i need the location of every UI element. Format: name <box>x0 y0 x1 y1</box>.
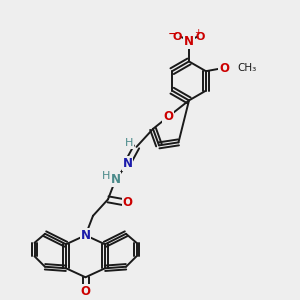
Text: H: H <box>125 138 133 148</box>
Text: N: N <box>122 157 133 170</box>
Text: −: − <box>167 28 178 41</box>
Text: O: O <box>163 110 173 123</box>
Text: O: O <box>219 62 229 75</box>
Text: O: O <box>122 196 133 209</box>
Text: O: O <box>173 32 182 42</box>
Text: O: O <box>80 285 91 298</box>
Text: N: N <box>110 173 121 186</box>
Text: O: O <box>196 32 205 42</box>
Text: CH₃: CH₃ <box>237 63 256 73</box>
Text: H: H <box>102 171 111 181</box>
Text: N: N <box>184 34 194 48</box>
Text: N: N <box>80 229 91 242</box>
Text: +: + <box>194 28 201 37</box>
